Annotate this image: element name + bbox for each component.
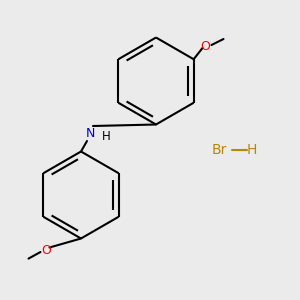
Text: H: H	[247, 143, 257, 157]
Text: H: H	[102, 130, 111, 143]
Text: N: N	[85, 127, 95, 140]
Text: O: O	[201, 40, 210, 53]
Text: Br: Br	[211, 143, 227, 157]
Text: O: O	[42, 244, 51, 257]
